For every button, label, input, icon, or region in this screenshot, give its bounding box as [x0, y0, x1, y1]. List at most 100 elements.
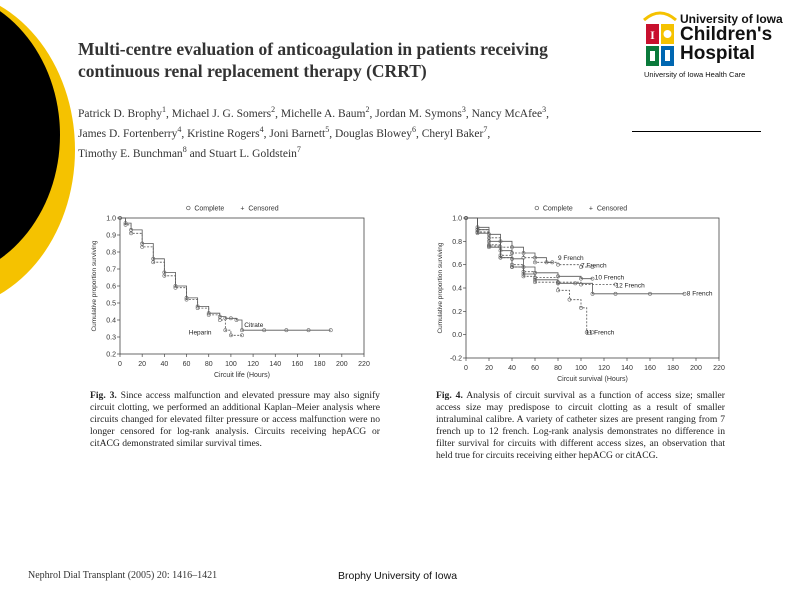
author-affiliation: 4 — [177, 124, 182, 134]
series-line — [466, 217, 616, 285]
logo-line-4: University of Iowa Health Care — [644, 70, 746, 79]
figure-3-text: Since access malfunction and elevated pr… — [90, 390, 380, 449]
y-tick-label: 0.5 — [106, 301, 116, 308]
data-point — [573, 281, 578, 286]
author-name: Kristine Rogers — [187, 127, 260, 140]
author-name: Jordan M. Symons — [375, 107, 462, 120]
data-point — [556, 262, 560, 267]
data-point — [590, 330, 595, 335]
legend-marker-complete — [534, 205, 539, 211]
data-point — [162, 273, 167, 278]
author-name: Michael J. G. Somers — [171, 107, 272, 120]
university-logo: I University of Iowa Children's Hospital… — [640, 4, 800, 80]
x-tick-label: 80 — [205, 361, 213, 368]
logo-line-3: Hospital — [680, 43, 755, 64]
y-tick-label: 0.8 — [452, 239, 462, 246]
author-name: Joni Barnett — [269, 127, 326, 140]
author-name: Cheryl Baker — [421, 127, 484, 140]
author-affiliation: 1 — [162, 105, 167, 114]
data-point — [613, 282, 618, 287]
data-point — [240, 328, 244, 333]
x-tick-label: 180 — [314, 361, 326, 368]
series-label: 11 French — [586, 330, 615, 337]
data-point — [223, 328, 228, 333]
x-tick-label: 100 — [225, 361, 237, 368]
y-tick-label: 0.6 — [452, 262, 462, 269]
series-line — [466, 217, 593, 333]
footer-center-text: Brophy University of Iowa — [338, 570, 458, 582]
data-point — [521, 251, 526, 255]
data-point — [129, 231, 133, 236]
author-affiliation: 8 — [182, 144, 187, 154]
hospital-emblem-icon: I — [643, 11, 677, 66]
data-point — [487, 244, 491, 248]
data-point — [475, 230, 480, 234]
y-tick-label: 0.4 — [106, 318, 116, 325]
author-name: Patrick D. Brophy — [78, 107, 163, 120]
data-point — [584, 330, 589, 335]
x-tick-label: 40 — [508, 365, 516, 372]
y-axis-label: Cumulative proportion surviving — [437, 242, 444, 333]
series-line — [466, 217, 553, 263]
y-tick-label: -0.2 — [450, 356, 462, 363]
data-point — [521, 272, 526, 276]
data-point — [590, 276, 595, 281]
decorative-arc — [0, 0, 90, 320]
data-point — [498, 255, 503, 260]
x-tick-label: 220 — [358, 361, 370, 368]
data-point — [284, 328, 289, 333]
paper-title: Multi-centre evaluation of anticoagulati… — [78, 39, 548, 81]
data-point — [173, 285, 178, 290]
author-affiliation: 3 — [542, 105, 547, 114]
data-point — [613, 291, 618, 296]
legend-entry: Censored — [597, 206, 627, 213]
x-tick-label: 140 — [621, 365, 633, 372]
author-affiliation: 5 — [325, 124, 330, 134]
data-point — [579, 276, 583, 281]
x-tick-label: 160 — [292, 361, 304, 368]
figure-3-label: Fig. 3. — [90, 390, 117, 401]
data-point — [648, 291, 652, 296]
data-point — [206, 313, 211, 317]
x-tick-label: 120 — [247, 361, 259, 368]
data-point — [306, 328, 311, 333]
data-point — [579, 282, 583, 287]
x-tick-label: 220 — [713, 365, 725, 372]
series-label: Heparin — [189, 329, 212, 336]
data-point — [550, 260, 555, 265]
legend-entry: Censored — [248, 206, 278, 213]
citation: Nephrol Dial Transplant (2005) 20: 1416–… — [28, 570, 218, 581]
y-tick-label: 0.2 — [452, 309, 462, 316]
y-tick-label: 1.0 — [106, 216, 116, 223]
x-axis-label: Circuit life (Hours) — [214, 372, 270, 379]
series-label: 8 French — [687, 291, 713, 298]
data-point — [567, 297, 572, 302]
data-point — [118, 216, 122, 220]
author-affiliation: 7 — [483, 124, 488, 134]
series-label: 10 French — [595, 274, 625, 281]
x-tick-label: 20 — [138, 361, 146, 368]
author-affiliation: 6 — [411, 124, 416, 134]
x-tick-label: 200 — [690, 365, 702, 372]
data-point — [533, 280, 537, 285]
data-point — [217, 318, 222, 322]
data-point — [533, 260, 537, 265]
data-point — [195, 306, 200, 311]
author-affiliation: 3 — [461, 105, 466, 114]
author-name: James D. Fortenberry — [78, 127, 178, 140]
data-point — [590, 291, 595, 296]
x-tick-label: 180 — [667, 365, 679, 372]
figure-3: 0 20 40 60 80 100 120 140 160 180 200 220 0.2 0.3 0.4 0… — [88, 192, 378, 382]
data-point — [464, 216, 468, 220]
x-tick-label: 200 — [336, 361, 348, 368]
divider — [632, 131, 761, 132]
x-tick-label: 60 — [183, 361, 191, 368]
figure-4-caption: Fig. 4. Analysis of circuit survival as … — [436, 390, 725, 462]
data-point — [682, 291, 687, 296]
figure-4-label: Fig. 4. — [436, 390, 463, 401]
series-label: 7 French — [581, 263, 607, 270]
data-point — [556, 288, 560, 293]
legend-entry: Complete — [194, 206, 224, 213]
series-line — [466, 217, 593, 280]
y-tick-label: 0.6 — [106, 284, 116, 291]
